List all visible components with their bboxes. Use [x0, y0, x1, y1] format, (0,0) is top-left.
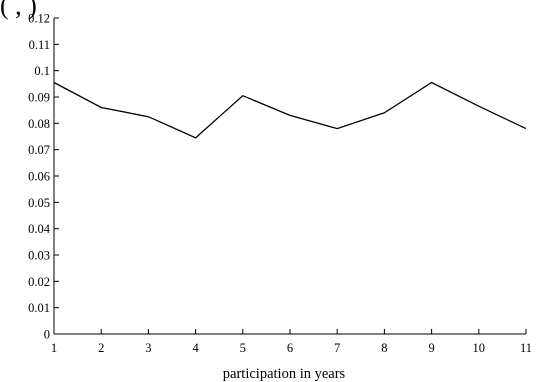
- y-tick-label: 0.1: [34, 64, 50, 78]
- y-tick-label: 0.05: [28, 196, 50, 210]
- y-tick-label: 0.11: [29, 38, 50, 52]
- data-point: [242, 95, 244, 97]
- data-point: [525, 128, 527, 130]
- data-point: [53, 82, 55, 84]
- x-tick-label: 9: [428, 341, 434, 355]
- y-tick-label: 0.01: [28, 301, 50, 315]
- data-point: [100, 107, 102, 109]
- x-tick-label: 6: [287, 341, 293, 355]
- x-tick-label: 1: [51, 341, 57, 355]
- data-point: [478, 105, 480, 107]
- data-point: [195, 137, 197, 139]
- chart-series: [53, 81, 527, 139]
- y-tick-label: 0.02: [28, 275, 50, 289]
- data-point: [383, 112, 385, 114]
- y-tick-label: 0.08: [28, 117, 50, 131]
- x-tick-label: 5: [240, 341, 246, 355]
- data-point: [147, 116, 149, 118]
- series-line: [53, 81, 527, 139]
- x-tick-label: 10: [473, 341, 486, 355]
- x-tick-label: 3: [145, 341, 151, 355]
- x-tick-label: 8: [381, 341, 387, 355]
- data-point: [336, 128, 338, 130]
- x-tick-label: 2: [98, 341, 104, 355]
- clipped-top-caption: ( , ): [0, 0, 37, 20]
- y-tick-label: 0.03: [28, 249, 50, 263]
- x-tick-label: 7: [334, 341, 340, 355]
- y-tick-label: 0.12: [28, 12, 50, 26]
- y-tick-label: 0.06: [28, 170, 50, 184]
- data-point: [431, 82, 433, 84]
- x-tick-label: 4: [192, 341, 199, 355]
- chart-axes: 0 0.01 0.02 0.03 0.04 0.05 0.06 0.07 0.08 0.09 0.1…: [28, 12, 532, 356]
- y-tick-label: 0.07: [28, 143, 50, 157]
- y-tick-label: 0.04: [28, 222, 51, 236]
- x-axis-title: participation in years: [223, 366, 346, 382]
- data-point: [289, 114, 291, 116]
- x-tick-label: 11: [520, 341, 532, 355]
- y-tick-label: 0: [44, 328, 50, 342]
- y-tick-label: 0.09: [28, 91, 50, 105]
